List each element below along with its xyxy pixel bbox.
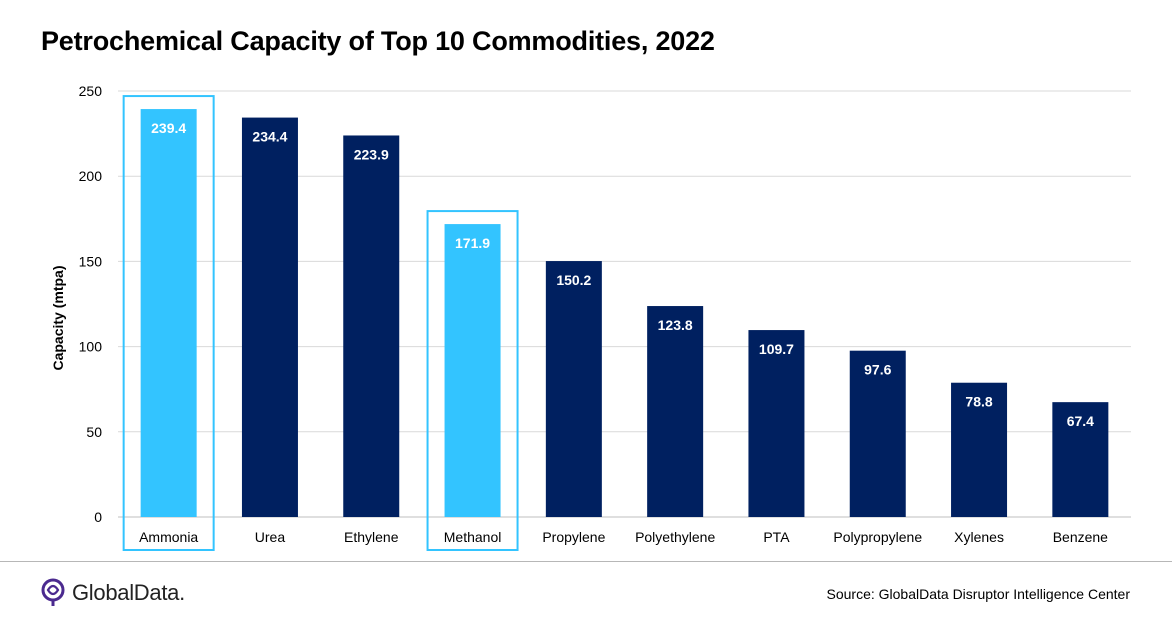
data-label: 223.9 <box>354 146 389 162</box>
bar-ethylene <box>343 135 400 517</box>
y-tick-label: 250 <box>79 83 103 99</box>
highlight-boxes <box>122 95 519 551</box>
y-tick-label: 150 <box>79 253 103 269</box>
y-axis-label: Capacity (mtpa) <box>50 265 66 370</box>
y-tick-label: 0 <box>94 509 102 525</box>
data-labels: 239.4 234.4 223.9 171.9 150.2 123.8 109.7 97.6 7… <box>151 120 1094 429</box>
y-axis: 0 50 100 150 200 250 <box>79 83 103 525</box>
x-tick-label: Ethylene <box>344 529 399 545</box>
x-tick-label: Benzene <box>1053 529 1108 545</box>
x-tick-label: PTA <box>763 529 790 545</box>
data-label: 234.4 <box>252 129 287 145</box>
x-tick-label: Ammonia <box>139 529 198 545</box>
bar-benzene <box>1052 402 1109 517</box>
bar-xylenes <box>951 382 1008 517</box>
data-label: 109.7 <box>759 341 794 357</box>
y-tick-label: 200 <box>79 168 103 184</box>
x-tick-label: Urea <box>255 529 286 545</box>
x-tick-label: Polypropylene <box>833 529 922 545</box>
highlight-box-methanol <box>426 210 519 551</box>
globaldata-logo: GlobalData. <box>40 578 185 608</box>
x-tick-label: Polyethylene <box>635 529 715 545</box>
bar-ammonia <box>140 109 197 517</box>
x-tick-label: Methanol <box>444 529 502 545</box>
x-tick-label: Xylenes <box>954 529 1004 545</box>
bar-pta <box>748 330 805 517</box>
bar-propylene <box>545 261 602 517</box>
data-label: 171.9 <box>455 235 490 251</box>
x-tick-label: Propylene <box>542 529 605 545</box>
bars <box>140 109 1109 517</box>
highlight-box-ammonia <box>122 95 215 551</box>
globaldata-logo-icon <box>41 578 65 606</box>
bar-chart: 0 50 100 150 200 250 239.4 234.4 223.9 171.9 150.… <box>50 83 1131 551</box>
bar-polyethylene <box>647 306 704 517</box>
x-axis: Ammonia Urea Ethylene Methanol Propylene Poly… <box>139 529 1108 545</box>
bar-methanol <box>444 224 501 517</box>
footer-divider <box>0 561 1172 562</box>
data-label: 150.2 <box>556 272 591 288</box>
data-label: 123.8 <box>658 317 693 333</box>
y-tick-label: 50 <box>86 424 102 440</box>
y-tick-label: 100 <box>79 339 103 355</box>
logo-text: GlobalData. <box>72 580 185 605</box>
source-note: Source: GlobalData Disruptor Intelligenc… <box>826 586 1131 602</box>
data-label: 78.8 <box>965 394 992 410</box>
bar-urea <box>241 117 298 517</box>
data-label: 239.4 <box>151 120 186 136</box>
bar-polypropylene <box>849 350 906 517</box>
data-label: 67.4 <box>1067 413 1094 429</box>
data-label: 97.6 <box>864 362 891 378</box>
chart-title: Petrochemical Capacity of Top 10 Commodi… <box>41 26 715 56</box>
